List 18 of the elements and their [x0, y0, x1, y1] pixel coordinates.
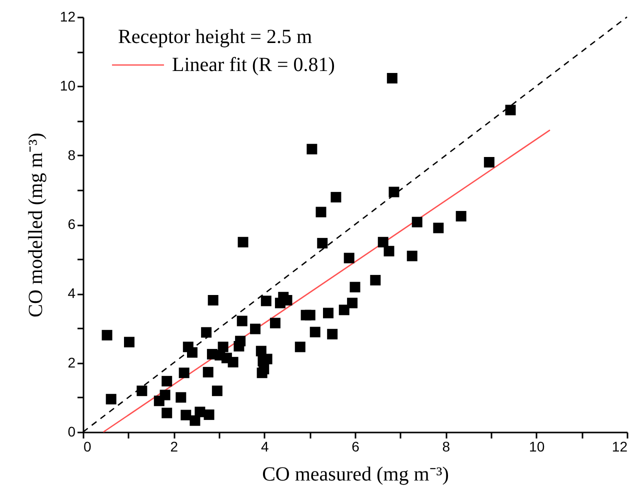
y-tick-label: 2 — [68, 354, 76, 370]
x-tick-label: 0 — [84, 438, 92, 454]
y-axis-title: CO modelled (mg m⁻³) — [24, 132, 47, 318]
y-tick-label: 10 — [60, 78, 76, 94]
x-tick-label: 2 — [170, 438, 178, 454]
y-tick-label: 8 — [68, 146, 76, 163]
y-tick-label: 0 — [68, 424, 76, 440]
x-axis-title: CO measured (mg m⁻³) — [262, 464, 449, 486]
x-tick-label: 6 — [352, 438, 360, 454]
y-tick-label: 4 — [68, 285, 76, 302]
y-tick-label: 12 — [60, 8, 76, 24]
legend-label: Linear fit (R = 0.81) — [172, 54, 335, 76]
x-tick-label: 12 — [612, 438, 628, 454]
y-tick-label: 6 — [68, 216, 76, 232]
x-tick-label: 8 — [442, 438, 450, 454]
legend-title: Receptor height = 2.5 m — [118, 26, 312, 48]
x-tick-label: 4 — [260, 438, 269, 454]
x-tick-label: 10 — [529, 438, 545, 454]
